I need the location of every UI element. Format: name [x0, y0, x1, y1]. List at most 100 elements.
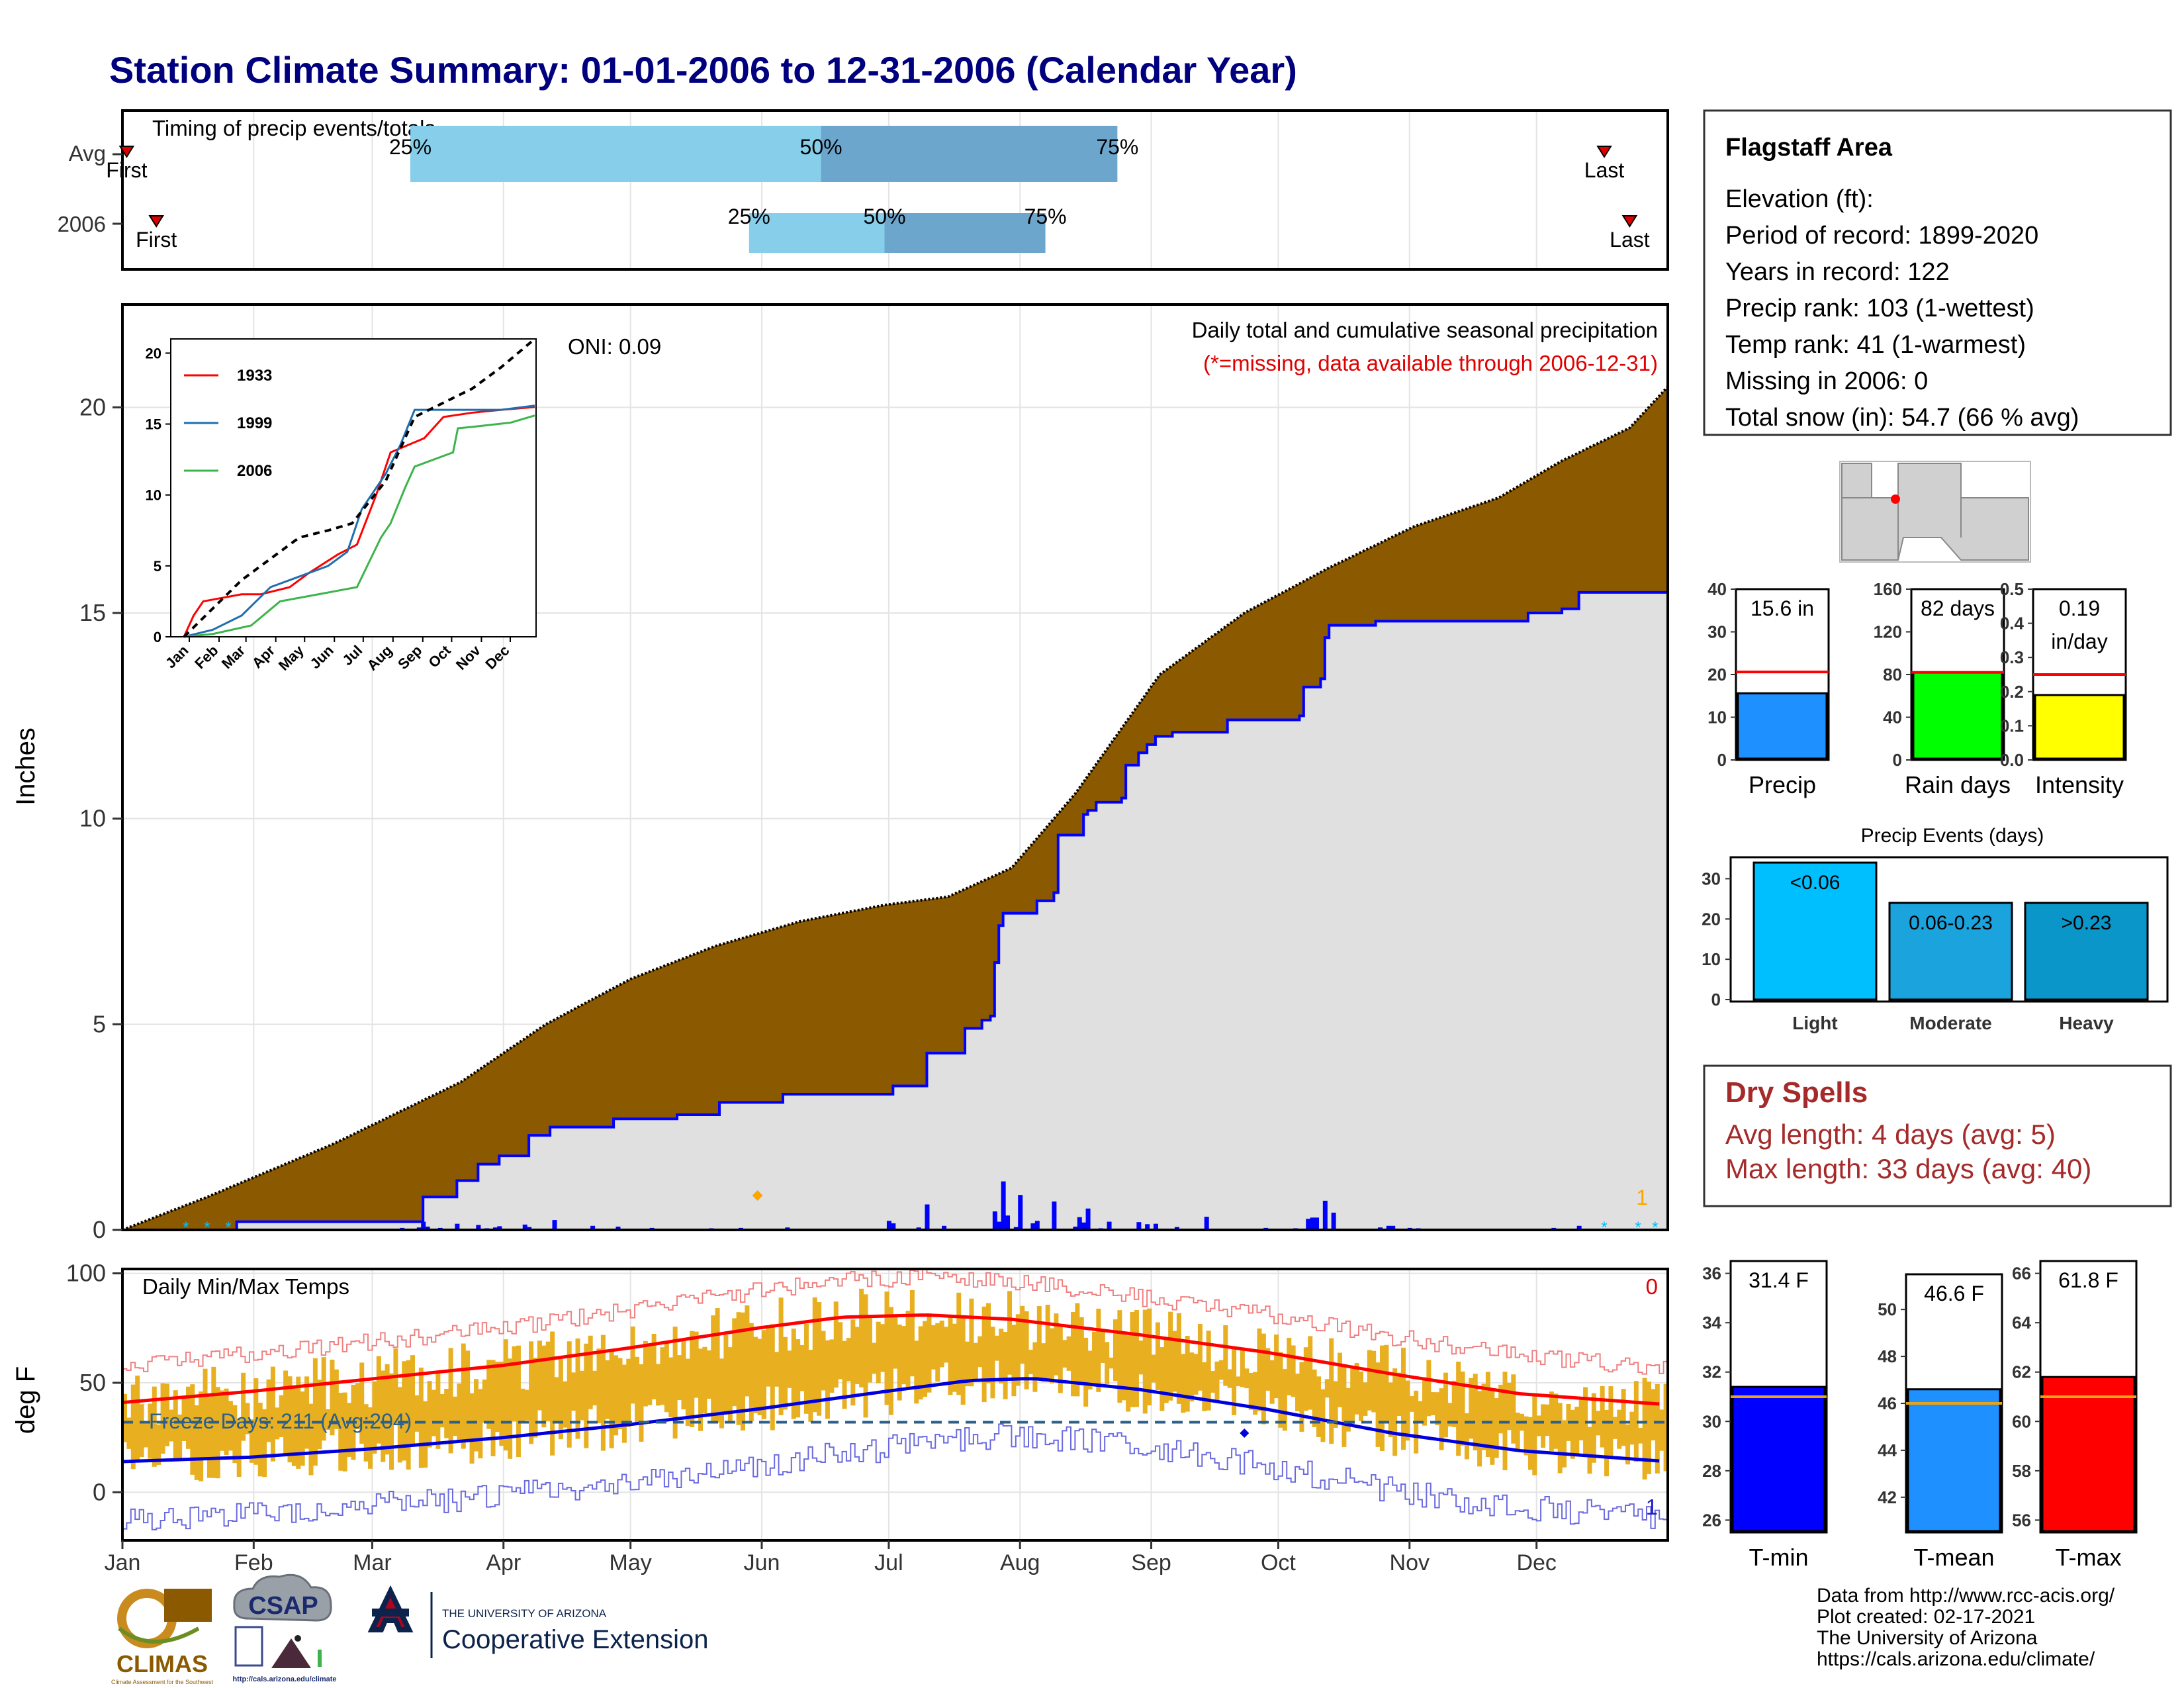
timing-last-label: Last	[1610, 228, 1650, 252]
daily-temp-bar	[1054, 1313, 1059, 1376]
daily-temp-bar	[690, 1331, 695, 1428]
daily-temp-bar	[711, 1315, 716, 1423]
daily-temp-bar	[812, 1297, 817, 1413]
daily-temp-bar	[948, 1315, 953, 1395]
mini-panel-value-label: 82 days	[1921, 596, 1995, 620]
mini-panel-bar	[1731, 1385, 1826, 1532]
daily-temp-bar	[275, 1407, 280, 1440]
daily-temp-bar	[1481, 1383, 1486, 1450]
daily-temp-bar	[1367, 1350, 1372, 1411]
daily-temp-bar	[135, 1376, 140, 1460]
daily-temp-bar	[719, 1358, 725, 1429]
daily-temp-bar	[677, 1355, 682, 1401]
daily-temp-bar	[978, 1336, 983, 1368]
daily-temp-bar	[1320, 1389, 1326, 1442]
daily-temp-bar	[876, 1321, 881, 1383]
mini-panel-ytick-label: 120	[1874, 622, 1902, 642]
mini-panel-ytick-label: 0.5	[2000, 579, 2024, 599]
temperature-panel: 0 50 100 Jan Feb Mar Apr May Jun Jul Aug Sep Oct Nov…	[11, 1260, 1669, 1575]
daily-temp-bar	[647, 1344, 653, 1405]
station-info-line: Total snow (in): 54.7 (66 % avg)	[1725, 404, 2079, 432]
daily-temp-bar	[901, 1326, 907, 1385]
mini-panel-ytick-label: 0.4	[2000, 614, 2025, 633]
daily-temp-bar	[999, 1329, 1004, 1383]
main-ytick-label: 20	[79, 393, 106, 420]
daily-temp-bar	[664, 1343, 669, 1413]
daily-temp-bar	[397, 1387, 402, 1463]
timing-q25-label: 25%	[389, 135, 432, 159]
daily-temp-bar	[330, 1360, 335, 1436]
daily-temp-bar	[630, 1326, 635, 1404]
timing-first-marker	[118, 146, 135, 158]
daily-temp-bar	[439, 1393, 445, 1428]
daily-temp-bar	[854, 1327, 860, 1384]
daily-temp-bar	[1087, 1350, 1093, 1390]
daily-temp-bar	[524, 1389, 529, 1421]
daily-temp-bar	[169, 1409, 174, 1442]
daily-temp-bar	[944, 1327, 949, 1363]
daily-temp-bar	[1324, 1379, 1330, 1398]
mini-panel-ytick-label: 160	[1874, 579, 1902, 599]
temp-missing-count-2: 1	[1646, 1495, 1658, 1519]
daily-temp-bar	[1570, 1409, 1575, 1459]
daily-temp-bar	[363, 1404, 369, 1462]
temp-xtick-label: Aug	[1000, 1550, 1040, 1575]
daily-temp-bar	[347, 1403, 352, 1457]
daily-temp-bar	[444, 1389, 449, 1438]
footer-credit-line: https://cals.arizona.edu/climate/	[1817, 1648, 2095, 1670]
inset-series-line-1999	[183, 404, 535, 638]
daily-temp-bar	[508, 1358, 513, 1459]
daily-temp-bar	[732, 1318, 737, 1407]
mini-panel-ytick-label: 28	[1702, 1461, 1721, 1481]
temp-chart-title: Daily Min/Max Temps	[142, 1274, 349, 1299]
daily-temp-bar	[232, 1405, 238, 1464]
daily-temp-bar	[478, 1389, 483, 1459]
daily-temp-bar	[567, 1341, 572, 1448]
daily-temp-bar	[1160, 1347, 1165, 1411]
daily-temp-bar	[1163, 1339, 1169, 1403]
inset-ytick-label: 20	[146, 345, 161, 361]
daily-temp-bar	[952, 1323, 957, 1392]
mini-panel-ytick-label: 20	[1707, 665, 1727, 684]
daily-temp-bar	[621, 1364, 627, 1443]
daily-temp-bar	[1083, 1337, 1089, 1407]
csap-logo: CSAP http://cals.arizona.edu/climate	[232, 1573, 337, 1683]
daily-temp-bar	[139, 1404, 144, 1457]
daily-precip-bar	[1030, 1223, 1036, 1230]
daily-temp-bar	[981, 1306, 987, 1403]
daily-temp-bar	[1024, 1311, 1029, 1389]
timing-q25-label: 25%	[728, 205, 770, 228]
daily-temp-bar	[1079, 1317, 1084, 1384]
daily-temp-bar	[1316, 1376, 1322, 1438]
daily-temp-bar	[1541, 1404, 1546, 1448]
daily-temp-bar	[1236, 1376, 1241, 1387]
daily-temp-bar	[1011, 1325, 1017, 1397]
daily-temp-bar	[1494, 1397, 1499, 1458]
daily-temp-bar	[1142, 1309, 1148, 1414]
daily-temp-bar	[1617, 1409, 1622, 1449]
daily-temp-bar	[490, 1360, 496, 1456]
daily-temp-bar	[1121, 1333, 1126, 1401]
record-low-marker	[1240, 1428, 1250, 1438]
mini-panel-ytick-label: 66	[2012, 1264, 2031, 1284]
daily-temp-bar	[702, 1346, 707, 1414]
station-info-line: Precip rank: 103 (1-wettest)	[1725, 295, 2034, 322]
daily-temp-bar	[312, 1358, 318, 1466]
daily-temp-bar	[749, 1323, 754, 1422]
snow-day-marker: *	[183, 1219, 189, 1237]
daily-temp-bar	[541, 1345, 547, 1428]
daily-temp-bar	[838, 1322, 843, 1380]
daily-temp-bar	[1261, 1333, 1266, 1425]
daily-temp-bar	[1050, 1328, 1054, 1383]
daily-temp-bar	[130, 1384, 136, 1470]
daily-temp-bar	[1400, 1347, 1406, 1450]
mini-panel-ytick-label: 56	[2012, 1510, 2031, 1530]
daily-temp-bar	[381, 1370, 386, 1462]
snow-day-marker: *	[1652, 1219, 1658, 1237]
mini-panel-ytick-label: 64	[2012, 1313, 2031, 1333]
daily-temp-bar	[1451, 1380, 1457, 1427]
events-bar	[2024, 902, 2149, 1001]
daily-temp-bar	[694, 1331, 699, 1398]
daily-temp-bar	[1312, 1369, 1317, 1427]
